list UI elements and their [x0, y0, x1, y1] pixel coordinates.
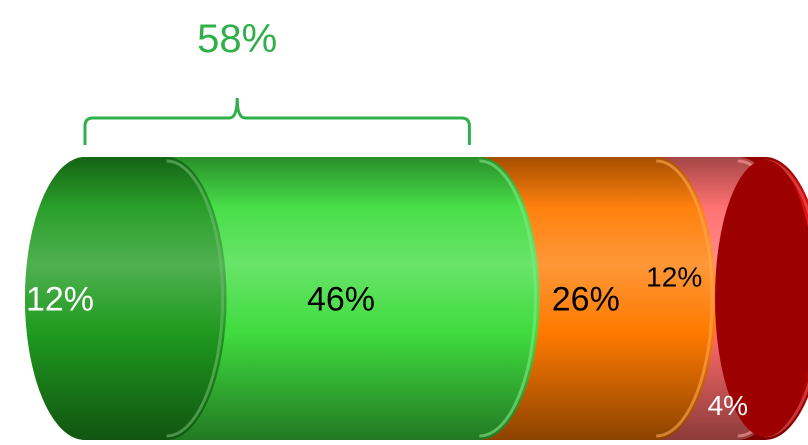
segment-rim-1 [166, 159, 225, 438]
segment-rim-3 [656, 159, 714, 438]
bracket-label: 58% [197, 17, 277, 61]
segment-label-1: 12% [26, 281, 94, 319]
segment-labels: 12% 46% 26% 12% 4% [26, 262, 748, 422]
segment-face-5 [715, 160, 808, 437]
segment-rim-5 [764, 159, 808, 438]
segment-label-4: 12% [646, 262, 702, 293]
segment-faces [25, 157, 808, 440]
segment-label-3: 26% [552, 281, 620, 319]
segment-rim-2 [479, 159, 537, 438]
segment-face-1 [25, 157, 145, 440]
bracket-path [83, 97, 471, 145]
segment-label-2: 46% [307, 281, 375, 319]
segment-label-5: 4% [708, 390, 748, 421]
bracket-annotation: 58% [83, 17, 471, 145]
